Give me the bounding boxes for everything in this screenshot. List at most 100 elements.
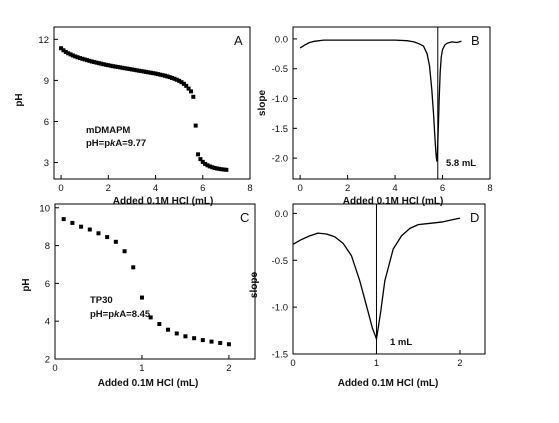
panel-b-ylabel: slope bbox=[257, 90, 268, 117]
panel-a-point-55 bbox=[188, 89, 193, 94]
panel-c-point-15 bbox=[192, 336, 197, 341]
panel-a-point-14 bbox=[92, 60, 97, 65]
panel-a-point-49 bbox=[174, 77, 179, 82]
panel-a-point-60 bbox=[200, 159, 205, 164]
panel-a-point-39 bbox=[151, 71, 156, 76]
panel-a-point-35 bbox=[141, 69, 146, 74]
panel-c-annotation-2: pH=pkA=8.45 bbox=[90, 309, 151, 320]
panel-c-ytick-label-2: 6 bbox=[45, 279, 50, 290]
panel-c-point-16 bbox=[200, 338, 205, 343]
panel-a-point-40 bbox=[153, 71, 158, 76]
panel-d-frame bbox=[292, 203, 486, 355]
panel-a-point-66 bbox=[214, 166, 219, 171]
panel-a-point-48 bbox=[172, 76, 177, 81]
panel-c-annotation-1: TP30 bbox=[90, 295, 113, 306]
panel-a-point-2 bbox=[63, 49, 68, 54]
panel-b-ytick-label-0: 0.0 bbox=[275, 34, 288, 45]
panel-a-annotation-2: pH=pkA=9.77 bbox=[86, 138, 146, 149]
panel-a-point-18 bbox=[101, 62, 106, 67]
panel-a-xtick-label-1: 2 bbox=[106, 183, 111, 194]
panel-d-marks: 0 1 2 0.0 -0.5 -1.0 -1.5 bbox=[272, 203, 486, 369]
panel-a-ytick-label-1: 6 bbox=[44, 117, 49, 128]
panel-b-xtick-label-1: 2 bbox=[345, 183, 350, 194]
panel-a-point-21 bbox=[108, 63, 113, 68]
panel-b-xlabel: Added 0.1M HCl (mL) bbox=[343, 196, 444, 207]
panel-a-point-22 bbox=[111, 64, 116, 69]
panel-b-series-line-0 bbox=[299, 39, 462, 162]
panel-a-point-13 bbox=[89, 59, 94, 64]
panel-a-xtick-label-3: 6 bbox=[200, 183, 205, 194]
panel-c-point-13 bbox=[174, 331, 179, 336]
panel-a-point-9 bbox=[80, 56, 85, 61]
panel-d-letter: D bbox=[470, 210, 479, 225]
panel-a-point-46 bbox=[167, 75, 172, 80]
panel-a-point-65 bbox=[212, 165, 217, 170]
panel-a-point-51 bbox=[179, 80, 184, 85]
panel-a-point-16 bbox=[96, 61, 101, 66]
panel-b-ytick-label-3: -1.5 bbox=[272, 124, 288, 135]
panel-b-xtick-label-2: 4 bbox=[392, 183, 397, 194]
panel-c-ytick-label-0: 2 bbox=[45, 355, 50, 366]
panel-a-point-50 bbox=[177, 78, 182, 83]
panel-a-point-54 bbox=[186, 86, 191, 91]
panel-a-point-19 bbox=[103, 62, 108, 67]
panel-c-xtick-label-2: 2 bbox=[226, 363, 231, 374]
panel-c-point-4 bbox=[96, 231, 101, 236]
panel-c-point-7 bbox=[122, 249, 127, 254]
panel-c-letter: C bbox=[240, 210, 249, 225]
panel-a-point-1 bbox=[61, 48, 66, 53]
panel-a-xtick-label-2: 4 bbox=[153, 183, 158, 194]
panel-a-point-31 bbox=[132, 67, 137, 72]
panel-c-xlabel: Added 0.1M HCl (mL) bbox=[98, 378, 199, 389]
panel-a-point-64 bbox=[210, 165, 215, 170]
panel-a-point-30 bbox=[129, 67, 134, 72]
panel-a-point-8 bbox=[77, 56, 82, 61]
panel-d-annotation: 1 mL bbox=[390, 337, 412, 348]
panel-a-letter: A bbox=[234, 33, 243, 48]
panel-a-ytick-label-3: 12 bbox=[38, 35, 49, 46]
panel-a-ylabel: pH bbox=[14, 93, 25, 106]
panel-c-point-18 bbox=[218, 340, 223, 345]
panel-a-frame bbox=[53, 26, 251, 180]
panel-c-ytick-label-3: 8 bbox=[45, 241, 50, 252]
panel-a-point-43 bbox=[160, 73, 165, 78]
panel-d-xtick-label-1: 1 bbox=[374, 358, 379, 369]
panel-a-point-61 bbox=[203, 161, 208, 166]
panel-a-point-27 bbox=[122, 66, 127, 71]
panel-c-point-2 bbox=[79, 224, 84, 229]
panel-a-ytick-label-2: 9 bbox=[44, 76, 49, 87]
panel-b-marks: 0 2 4 6 8 0.0 -0.5 -1.0 -1.5 -2.0 bbox=[272, 26, 493, 194]
panel-a-point-62 bbox=[205, 163, 210, 168]
panel-c-point-5 bbox=[105, 235, 110, 240]
panel-a-point-6 bbox=[73, 54, 78, 59]
panel-a-point-45 bbox=[165, 74, 170, 79]
panel-c-point-19 bbox=[226, 342, 231, 347]
panel-d-xlabel: Added 0.1M HCl (mL) bbox=[338, 378, 439, 389]
panel-c-point-0 bbox=[61, 217, 66, 222]
panel-b-ytick-label-1: -0.5 bbox=[272, 64, 288, 75]
panel-a-point-20 bbox=[106, 63, 111, 68]
panel-a-point-24 bbox=[115, 64, 120, 69]
panel-a-point-4 bbox=[68, 52, 73, 57]
panel-d-xtick-label-2: 2 bbox=[457, 358, 462, 369]
panel-c-xtick-label-1: 1 bbox=[139, 363, 144, 374]
panel-a-point-32 bbox=[134, 68, 139, 73]
panel-b-xtick-label-3: 6 bbox=[440, 183, 445, 194]
panel-c-point-12 bbox=[166, 327, 171, 332]
panel-c-point-8 bbox=[131, 265, 136, 270]
panel-c-point-6 bbox=[113, 239, 118, 244]
panel-c-ytick-label-4: 10 bbox=[39, 203, 50, 214]
panel-a-point-38 bbox=[148, 70, 153, 75]
panel-c-point-9 bbox=[139, 295, 144, 300]
panel-c-point-14 bbox=[183, 334, 188, 339]
panel-a-point-33 bbox=[137, 68, 142, 73]
panel-a-point-52 bbox=[181, 81, 186, 86]
panel-c-frame bbox=[54, 203, 256, 360]
panel-b-xtick-label-4: 8 bbox=[487, 183, 492, 194]
panel-d-xtick-label-0: 0 bbox=[290, 358, 295, 369]
panel-a-point-23 bbox=[113, 64, 118, 69]
panel-d-ytick-label-1: -0.5 bbox=[272, 256, 288, 267]
panel-a-point-11 bbox=[85, 58, 90, 63]
panel-a-point-34 bbox=[139, 69, 144, 74]
panel-a-annotation-2-text: pH=pkA=9.77 bbox=[86, 138, 146, 149]
